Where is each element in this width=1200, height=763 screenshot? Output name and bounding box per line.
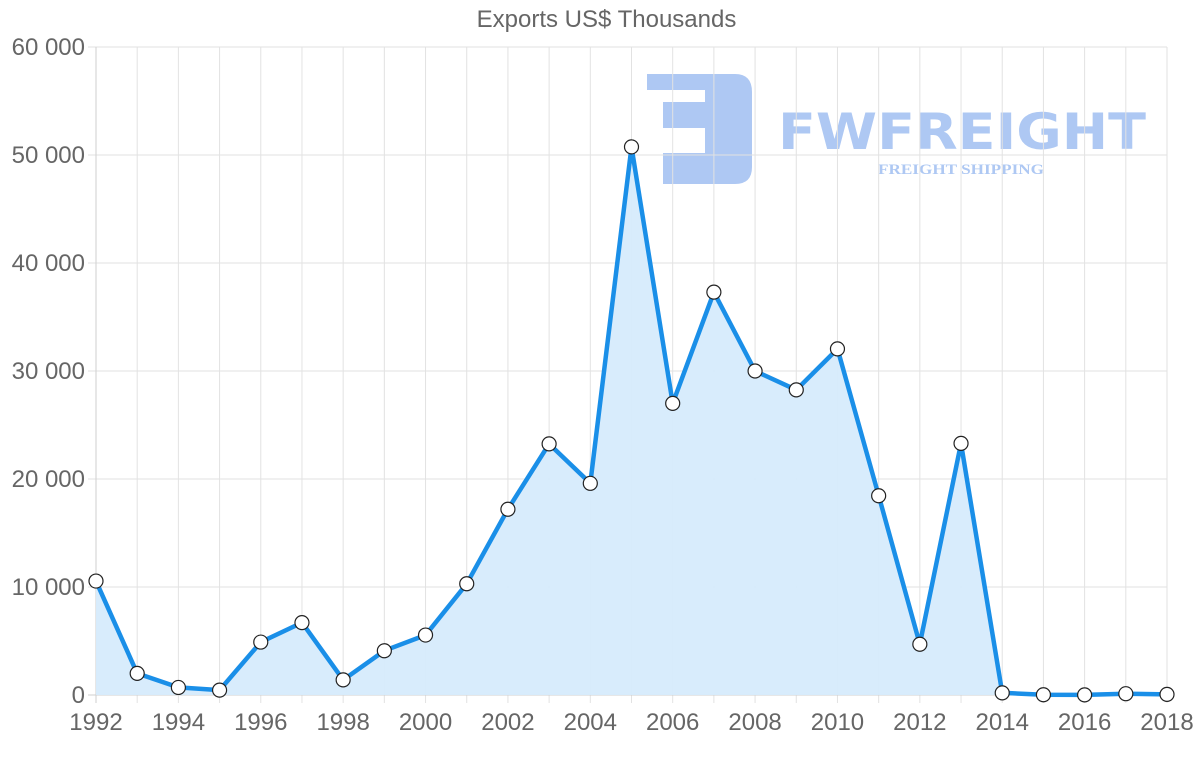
data-point[interactable] [335, 672, 351, 688]
x-tick-label: 2012 [893, 709, 946, 736]
data-point[interactable] [1159, 686, 1175, 702]
x-tick-label: 2018 [1140, 709, 1193, 736]
data-point[interactable] [829, 341, 846, 357]
x-tick-label: 2000 [399, 709, 452, 736]
data-point[interactable] [1118, 686, 1134, 702]
data-point[interactable] [459, 576, 475, 592]
data-points [88, 139, 1175, 703]
data-point[interactable] [253, 634, 269, 650]
x-axis-ticks: 1992 1994 1996 1998 2000 2002 2004 2006 2008 2010… [69, 709, 1193, 736]
y-tick-label: 60 000 [12, 34, 85, 61]
data-point[interactable] [623, 139, 640, 155]
chart-title: Exports US$ Thousands [476, 6, 737, 33]
data-point[interactable] [747, 363, 763, 379]
y-axis-ticks: 0 10 000 20 000 30 000 40 000 50 000 60 000 [12, 34, 85, 709]
data-point[interactable] [953, 435, 969, 451]
x-tick-label: 1992 [69, 709, 122, 736]
data-point[interactable] [665, 395, 681, 411]
y-tick-label: 50 000 [12, 142, 85, 169]
y-tick-label: 30 000 [12, 358, 85, 385]
data-point[interactable] [417, 627, 434, 643]
data-point[interactable] [170, 679, 186, 696]
data-point[interactable] [129, 665, 145, 682]
watermark-brand: FWFREIGHT [778, 103, 1146, 161]
data-point[interactable] [376, 643, 392, 659]
x-tick-label: 2004 [564, 709, 617, 736]
data-point[interactable] [871, 488, 887, 504]
data-point[interactable] [211, 682, 228, 698]
x-tick-label: 1998 [316, 709, 369, 736]
y-tick-label: 0 [72, 682, 85, 709]
data-point[interactable] [1035, 687, 1052, 703]
data-point[interactable] [500, 501, 516, 517]
x-tick-label: 2014 [976, 709, 1029, 736]
x-tick-label: 1994 [152, 709, 205, 736]
x-tick-label: 2002 [481, 709, 534, 736]
x-tick-label: 2016 [1058, 709, 1111, 736]
fwfreight-watermark-logo: FWFREIGHT FREIGHT SHIPPING [647, 74, 1146, 184]
x-tick-label: 2008 [728, 709, 781, 736]
data-point[interactable] [541, 436, 557, 452]
data-point[interactable] [994, 685, 1010, 701]
data-point[interactable] [706, 284, 722, 300]
data-point[interactable] [294, 615, 310, 631]
data-point[interactable] [582, 475, 598, 491]
x-tick-label: 2006 [646, 709, 699, 736]
area-fill [96, 146, 1167, 695]
y-tick-label: 20 000 [12, 466, 85, 493]
data-point[interactable] [912, 636, 928, 652]
fwfreight-logo-icon [647, 74, 752, 184]
data-point[interactable] [1077, 687, 1093, 703]
area-fill-path [96, 146, 1167, 695]
y-tick-label: 40 000 [12, 250, 85, 277]
y-tick-label: 10 000 [12, 574, 85, 601]
data-point[interactable] [88, 573, 104, 589]
x-tick-label: 2010 [811, 709, 864, 736]
data-point[interactable] [788, 382, 804, 398]
x-tick-label: 1996 [234, 709, 287, 736]
